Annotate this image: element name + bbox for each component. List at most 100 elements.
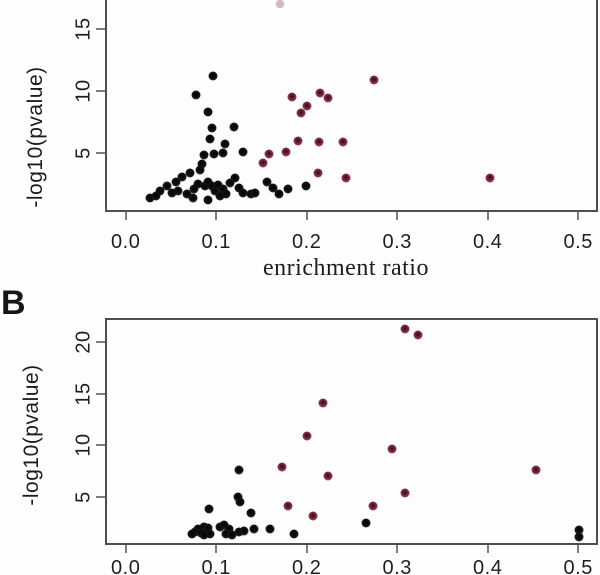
data-point-black bbox=[182, 189, 192, 199]
data-point-red bbox=[318, 398, 328, 408]
data-point-black bbox=[208, 71, 218, 81]
y-tick-label: 15 bbox=[72, 381, 95, 406]
x-tick bbox=[124, 545, 127, 553]
data-point-black bbox=[246, 508, 256, 517]
data-point-black bbox=[215, 522, 225, 532]
data-point-black bbox=[162, 181, 172, 191]
x-tick-label: 0.5 bbox=[563, 231, 593, 253]
data-point-black bbox=[171, 177, 181, 187]
data-point-red bbox=[323, 93, 332, 103]
data-point-black bbox=[234, 527, 244, 537]
data-point-red bbox=[277, 462, 287, 472]
data-point-black bbox=[191, 90, 201, 100]
panel-b-y-axis bbox=[105, 318, 107, 545]
data-point-black bbox=[225, 178, 235, 188]
data-point-black bbox=[219, 520, 229, 530]
data-point-black bbox=[200, 181, 210, 191]
data-point-red bbox=[313, 168, 323, 178]
x-tick bbox=[396, 212, 399, 220]
data-point-red bbox=[308, 511, 318, 521]
data-point-red bbox=[341, 173, 351, 183]
x-tick-label: 0.0 bbox=[111, 557, 141, 575]
data-point-black bbox=[177, 172, 187, 182]
panel-a-right-border bbox=[596, 0, 598, 212]
y-tick-label: 5 bbox=[72, 147, 95, 159]
data-point-red bbox=[323, 471, 333, 481]
panel-a-x-axis-title: enrichment ratio bbox=[263, 255, 429, 281]
x-tick bbox=[305, 545, 308, 553]
data-point-red bbox=[387, 444, 397, 454]
y-tick bbox=[96, 392, 105, 395]
x-tick bbox=[577, 545, 580, 553]
x-tick-label: 0.0 bbox=[111, 231, 141, 253]
data-point-black bbox=[249, 524, 259, 534]
data-point-red bbox=[400, 324, 410, 334]
data-point-red bbox=[281, 147, 291, 157]
data-point-black bbox=[268, 183, 278, 193]
data-point-black bbox=[155, 186, 165, 196]
data-point-black bbox=[239, 526, 249, 536]
data-point-black bbox=[230, 173, 240, 183]
data-point-red bbox=[296, 108, 306, 118]
data-point-black bbox=[234, 183, 244, 193]
panel-a-x-axis bbox=[105, 210, 598, 212]
y-tick-label: 15 bbox=[72, 17, 95, 41]
data-point-black bbox=[187, 529, 197, 539]
x-tick-label: 0.5 bbox=[563, 557, 593, 575]
data-point-black bbox=[189, 184, 199, 194]
data-point-black bbox=[204, 504, 214, 514]
data-point-black bbox=[199, 530, 209, 540]
data-point-black bbox=[185, 168, 195, 178]
data-point-black bbox=[220, 139, 230, 149]
x-tick bbox=[486, 212, 489, 220]
data-point-black bbox=[215, 191, 225, 201]
panel-b-x-axis bbox=[105, 543, 598, 545]
data-point-black bbox=[227, 530, 237, 540]
data-point-black bbox=[265, 524, 275, 534]
data-point-black bbox=[151, 191, 161, 201]
x-tick bbox=[486, 545, 489, 553]
data-point-black bbox=[229, 122, 239, 132]
y-tick bbox=[96, 340, 105, 343]
data-point-black bbox=[199, 522, 209, 532]
data-point-black bbox=[234, 465, 244, 475]
data-point-red bbox=[369, 75, 379, 85]
x-tick bbox=[215, 212, 218, 220]
data-point-black bbox=[173, 186, 183, 196]
data-point-black bbox=[145, 193, 155, 203]
data-point-black bbox=[262, 177, 272, 187]
y-tick-label: 10 bbox=[72, 79, 95, 103]
data-point-red bbox=[302, 431, 312, 441]
data-point-black bbox=[210, 186, 220, 196]
data-point-black bbox=[167, 188, 177, 198]
data-point-red bbox=[315, 88, 325, 98]
panel-b-y-axis-title: -log10(pvalue) bbox=[20, 364, 43, 506]
x-tick-label: 0.2 bbox=[292, 231, 322, 253]
x-tick-label: 0.1 bbox=[201, 557, 231, 575]
data-point-black bbox=[203, 523, 213, 533]
x-tick bbox=[124, 212, 127, 220]
x-tick-label: 0.2 bbox=[292, 557, 322, 575]
data-point-black bbox=[188, 193, 198, 203]
data-point-black bbox=[218, 184, 228, 194]
data-point-black bbox=[221, 529, 231, 539]
data-point-black bbox=[207, 123, 217, 133]
data-point-black bbox=[209, 149, 219, 159]
panel-b-right-border bbox=[596, 318, 598, 545]
x-tick-label: 0.1 bbox=[201, 231, 231, 253]
data-point-black bbox=[205, 529, 215, 539]
data-point-black bbox=[213, 180, 223, 190]
panel-b-label: B bbox=[1, 284, 26, 322]
data-point-red bbox=[275, 0, 285, 9]
panel-a-y-axis-title: -log10(pvalue) bbox=[24, 66, 47, 208]
y-tick-label: 10 bbox=[72, 433, 95, 457]
data-point-red bbox=[531, 465, 541, 475]
x-tick bbox=[577, 212, 580, 220]
data-point-black bbox=[289, 529, 299, 539]
data-point-red bbox=[302, 101, 312, 111]
data-point-black bbox=[574, 525, 584, 535]
data-point-black bbox=[203, 177, 213, 187]
data-point-black bbox=[195, 165, 205, 175]
y-tick bbox=[96, 90, 105, 92]
